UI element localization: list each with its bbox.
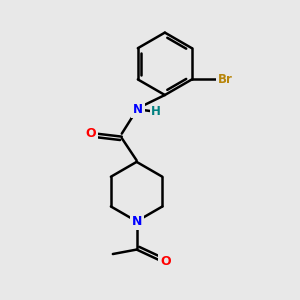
Text: H: H xyxy=(151,105,161,118)
Text: N: N xyxy=(131,215,142,228)
Text: N: N xyxy=(133,103,143,116)
Text: Br: Br xyxy=(218,73,232,86)
Text: O: O xyxy=(160,255,171,268)
Text: O: O xyxy=(85,127,96,140)
